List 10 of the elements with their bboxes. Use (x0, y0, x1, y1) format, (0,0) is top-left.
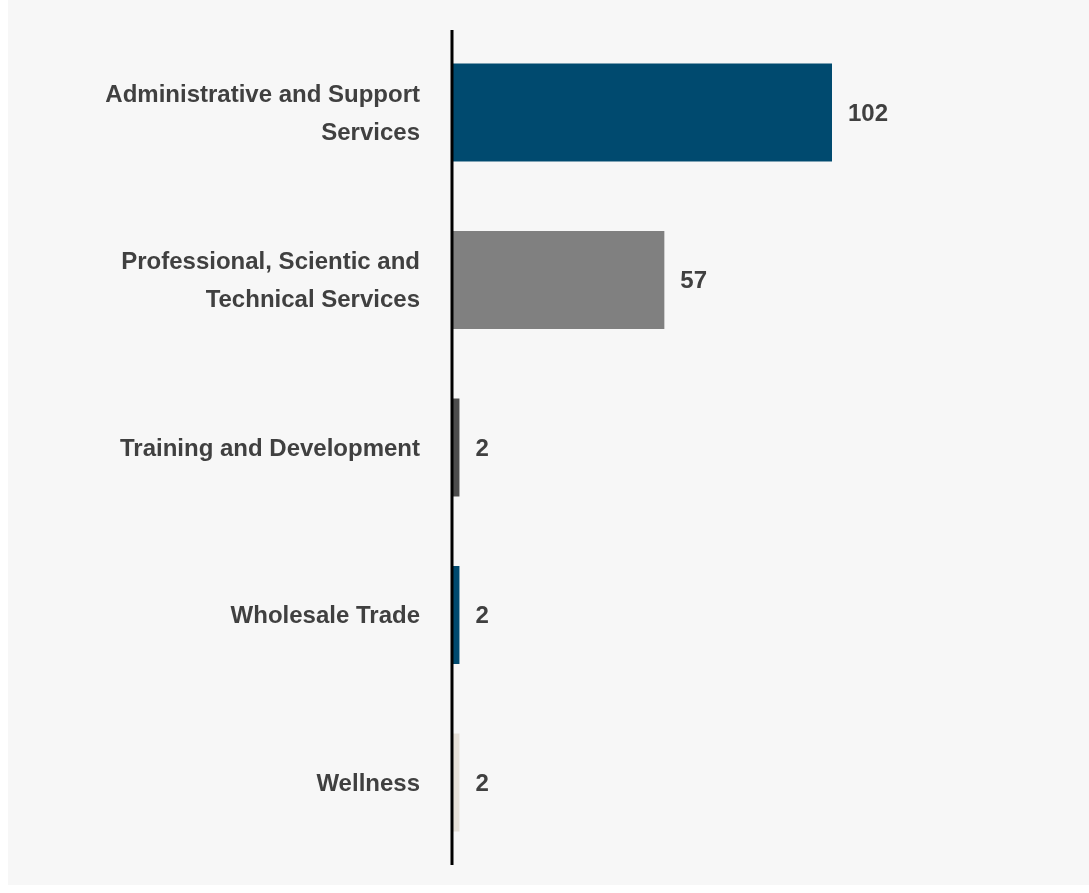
y-tick-label: Wholesale Trade (230, 601, 420, 629)
y-tick-label: Training and Development (119, 433, 421, 461)
y-tick-label: Wellness (316, 768, 420, 796)
data-label: 102 (848, 98, 889, 126)
data-label: 57 (680, 266, 708, 294)
y-tick-label: Professional, Scientic and Technical Services (121, 247, 420, 313)
data-label: 2 (475, 433, 489, 461)
y-tick-label: Administrative and Support Services (105, 79, 420, 145)
data-label: 2 (475, 601, 489, 629)
data-label: 2 (475, 768, 489, 796)
